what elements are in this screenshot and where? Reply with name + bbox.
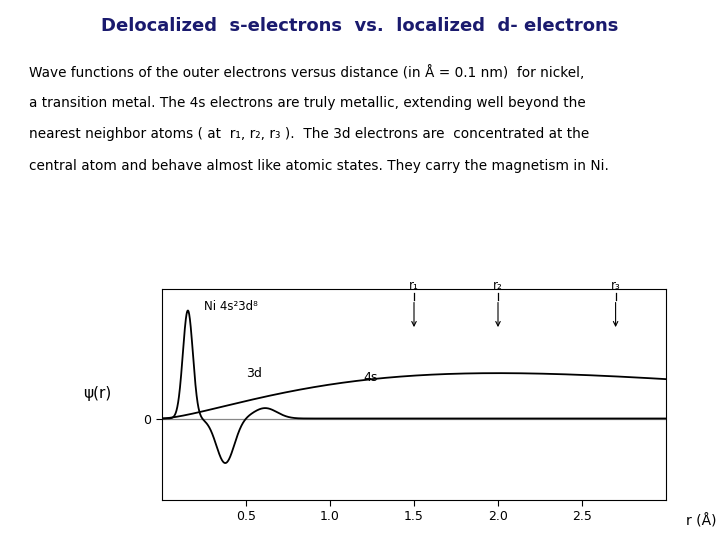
X-axis label: r (Å): r (Å) xyxy=(686,514,716,529)
Text: r₂: r₂ xyxy=(493,279,503,292)
Text: a transition metal. The 4s electrons are truly metallic, extending well beyond t: a transition metal. The 4s electrons are… xyxy=(29,96,585,110)
Text: r₃: r₃ xyxy=(611,279,621,292)
Text: central atom and behave almost like atomic states. They carry the magnetism in N: central atom and behave almost like atom… xyxy=(29,159,608,173)
Text: 4s: 4s xyxy=(364,371,378,384)
Text: nearest neighbor atoms ( at  r₁, r₂, r₃ ).  The 3d electrons are  concentrated a: nearest neighbor atoms ( at r₁, r₂, r₃ )… xyxy=(29,127,589,141)
Text: r₁: r₁ xyxy=(409,279,419,292)
Text: ψ(r): ψ(r) xyxy=(83,386,112,401)
Text: Delocalized  s-electrons  vs.  localized  d- electrons: Delocalized s-electrons vs. localized d-… xyxy=(102,17,618,35)
Text: 3d: 3d xyxy=(246,367,262,380)
Text: Ni 4s²3d⁸: Ni 4s²3d⁸ xyxy=(204,300,258,313)
Text: Wave functions of the outer electrons versus distance (in Å = 0.1 nm)  for nicke: Wave functions of the outer electrons ve… xyxy=(29,65,584,80)
